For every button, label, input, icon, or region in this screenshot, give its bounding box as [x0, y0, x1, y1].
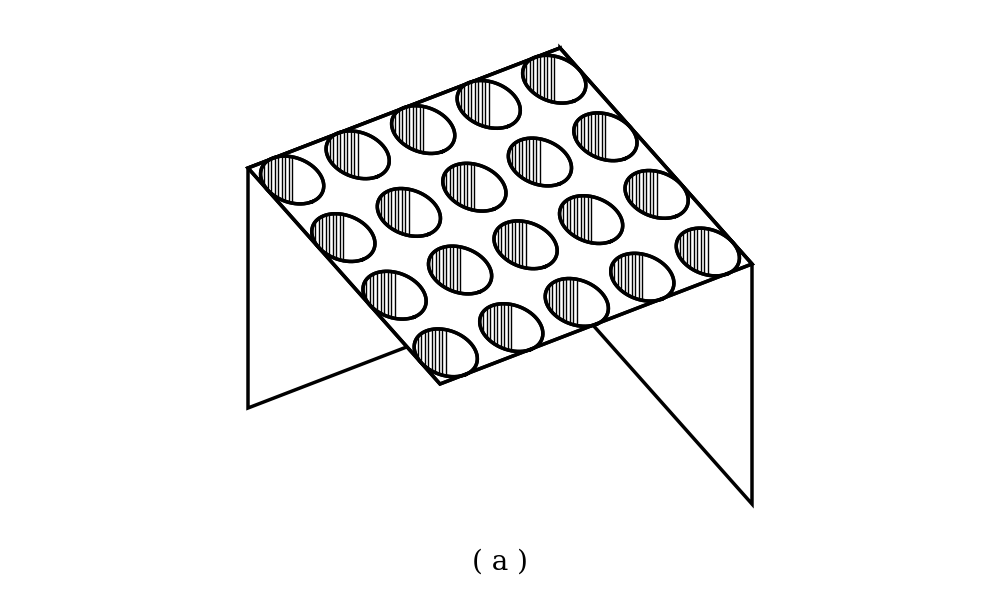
Polygon shape — [611, 253, 674, 301]
Polygon shape — [676, 228, 739, 276]
Polygon shape — [414, 329, 477, 377]
Polygon shape — [545, 278, 608, 326]
Polygon shape — [261, 156, 324, 204]
Text: ( a ): ( a ) — [472, 549, 528, 576]
Polygon shape — [560, 196, 623, 244]
Polygon shape — [392, 106, 455, 154]
Polygon shape — [625, 170, 688, 218]
Polygon shape — [443, 163, 506, 211]
Polygon shape — [457, 80, 520, 128]
Polygon shape — [494, 221, 557, 269]
Polygon shape — [326, 131, 389, 179]
Polygon shape — [523, 55, 586, 103]
Polygon shape — [248, 48, 560, 408]
Polygon shape — [574, 113, 637, 161]
Polygon shape — [508, 138, 572, 186]
Polygon shape — [480, 304, 543, 352]
Polygon shape — [248, 48, 752, 384]
Polygon shape — [560, 48, 752, 504]
Polygon shape — [312, 214, 375, 262]
Polygon shape — [377, 188, 440, 236]
Polygon shape — [428, 246, 492, 294]
Polygon shape — [363, 271, 426, 319]
